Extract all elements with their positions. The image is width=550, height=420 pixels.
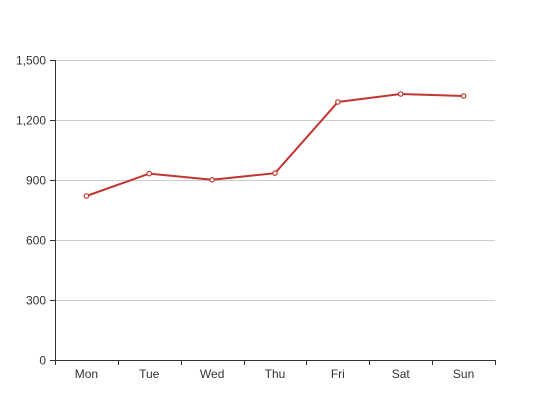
data-point <box>460 93 467 99</box>
data-point <box>209 177 215 183</box>
x-tick-label: Fri <box>331 367 345 381</box>
data-point <box>272 170 278 177</box>
y-tick-label: 900 <box>26 174 46 188</box>
x-tick-label: Sat <box>392 367 411 381</box>
y-axis: 0 300 600 900 1,200 1,500 <box>16 54 56 368</box>
data-point <box>397 91 404 97</box>
y-tick-label: 0 <box>39 354 46 368</box>
y-tick-label: 1,200 <box>16 114 46 128</box>
series-points <box>83 91 467 199</box>
x-tick-label: Tue <box>139 367 160 381</box>
y-grid-lines <box>55 60 495 301</box>
data-point <box>146 170 153 177</box>
x-tick-label: Wed <box>200 367 224 381</box>
data-point <box>83 193 90 199</box>
data-point <box>335 99 341 105</box>
y-tick-label: 300 <box>26 294 46 308</box>
y-tick-label: 1,500 <box>16 54 46 68</box>
x-tick-label: Sun <box>453 367 474 381</box>
x-axis: Mon Tue Wed Thu Fri Sat Sun <box>55 360 496 381</box>
x-tick-label: Mon <box>75 367 98 381</box>
x-tick-label: Thu <box>265 367 286 381</box>
y-tick-label: 600 <box>26 234 46 248</box>
